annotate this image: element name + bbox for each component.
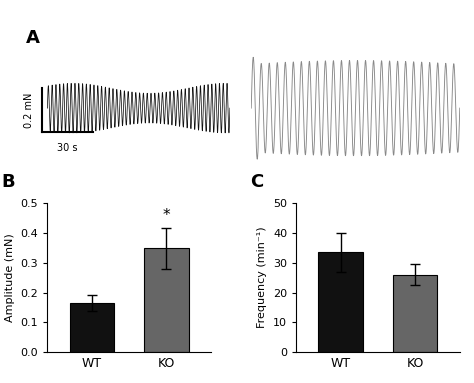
- Bar: [319, 252, 363, 352]
- Text: A: A: [26, 29, 39, 47]
- Bar: [393, 275, 438, 352]
- Text: *: *: [163, 208, 170, 223]
- Bar: [70, 303, 114, 352]
- Y-axis label: Amplitude (mN): Amplitude (mN): [5, 233, 15, 322]
- Text: B: B: [1, 173, 15, 191]
- Text: 0.2 mN: 0.2 mN: [24, 93, 34, 128]
- Text: 30 s: 30 s: [57, 143, 78, 154]
- Bar: [144, 249, 189, 352]
- Text: C: C: [250, 173, 264, 191]
- Y-axis label: Frequency (min⁻¹): Frequency (min⁻¹): [257, 227, 267, 329]
